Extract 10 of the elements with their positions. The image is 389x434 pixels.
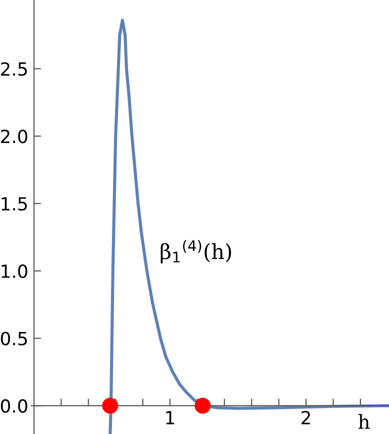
x-tick-label: 1 — [166, 411, 174, 424]
x-axis-title: h — [358, 414, 370, 429]
x-tick-label: 2 — [302, 410, 310, 424]
annotation: β$_{1}$$^{(4)}$(h) — [160, 240, 232, 264]
y-tick-label: 2.5 — [1, 62, 27, 76]
y-tick-label: 1.5 — [2, 197, 27, 211]
y-tick-label: 0.5 — [0, 332, 27, 346]
y-tick-label: 0.0 — [0, 399, 28, 413]
y-tick-label: 2.0 — [1, 130, 28, 144]
y-tick-label: 1.0 — [2, 264, 28, 278]
